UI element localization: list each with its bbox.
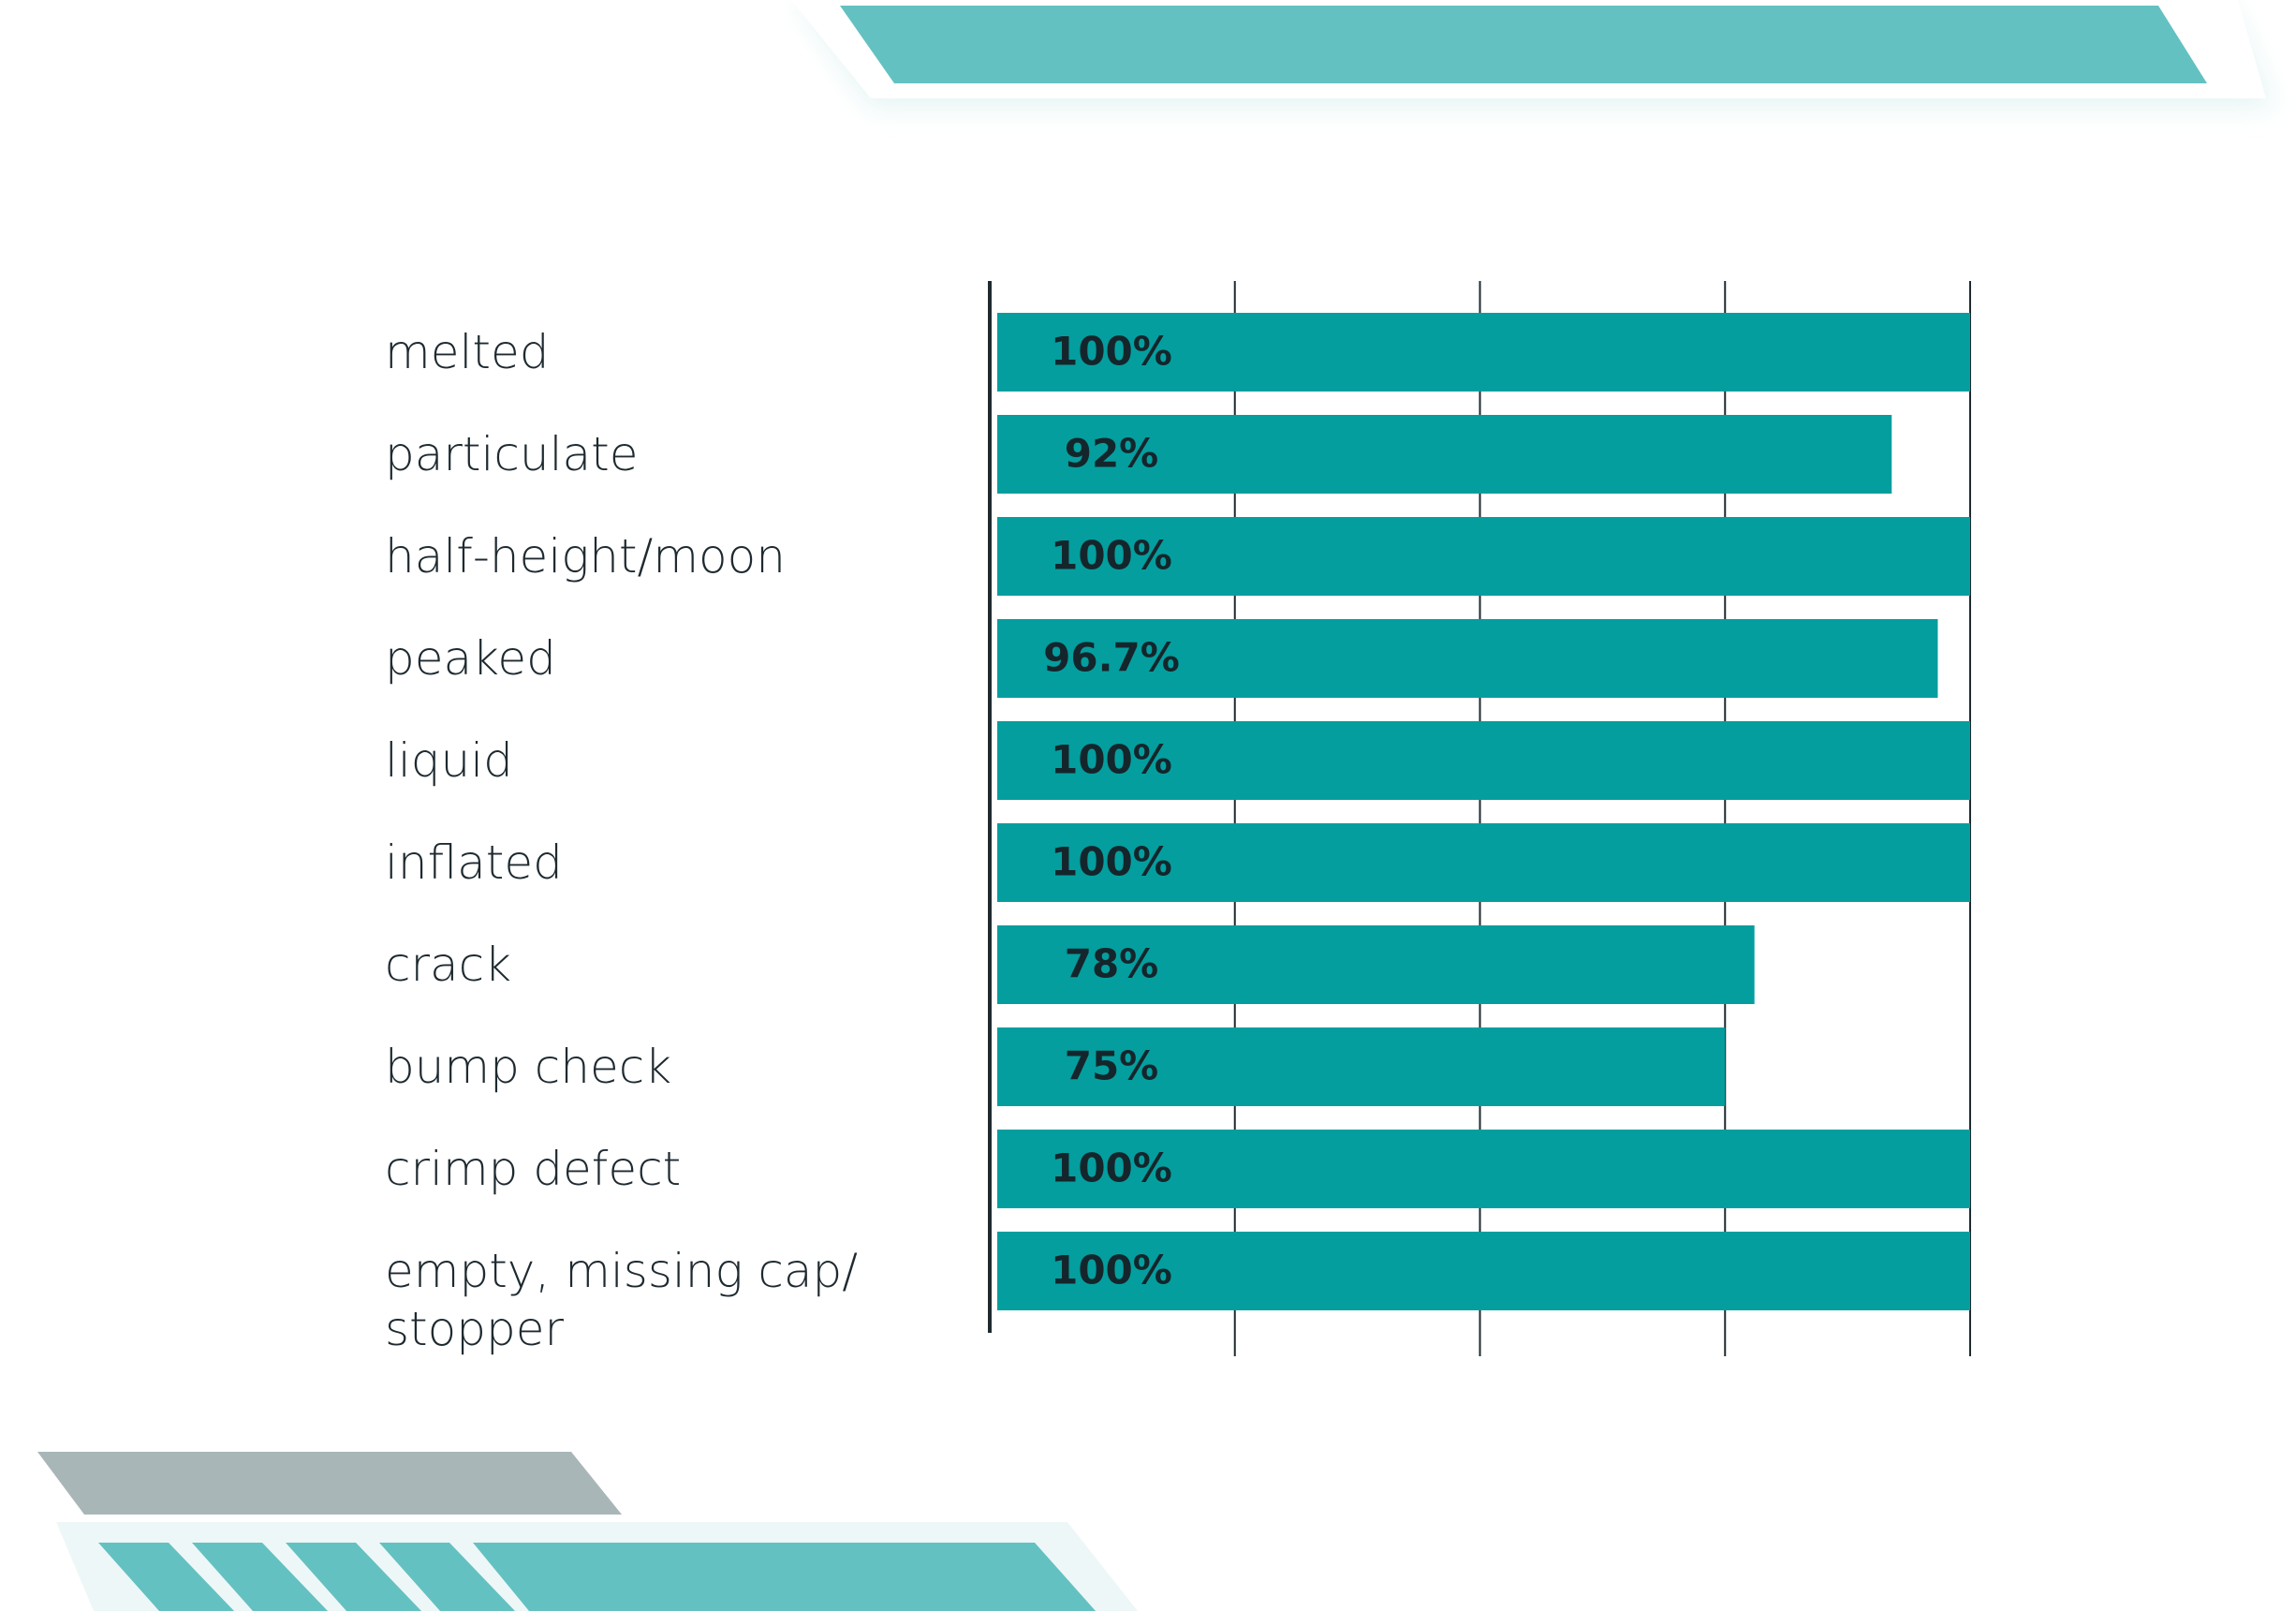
bar <box>997 313 1970 392</box>
decor-band <box>840 6 2207 83</box>
category-label: half-height/moon <box>385 529 786 584</box>
category-label: crimp defect <box>385 1142 682 1196</box>
value-label: 100% <box>1051 839 1172 885</box>
decor-stripe <box>473 1543 1096 1611</box>
category-label: crack <box>385 938 512 992</box>
value-label: 100% <box>1051 737 1172 783</box>
bar <box>997 1232 1970 1310</box>
value-label: 100% <box>1051 1248 1172 1293</box>
value-label: 78% <box>1065 941 1159 987</box>
category-label: bump check <box>385 1040 672 1094</box>
category-label: inflated <box>385 835 563 890</box>
value-label: 96.7% <box>1043 635 1180 681</box>
bar <box>997 1027 1726 1106</box>
decor-band <box>37 1452 622 1515</box>
category-label: empty, missing cap/ stopper <box>385 1244 859 1356</box>
decor-stripe <box>98 1543 234 1611</box>
decor-stripe <box>192 1543 328 1611</box>
bar <box>997 1130 1970 1208</box>
category-label: melted <box>385 325 550 379</box>
bar <box>997 415 1892 494</box>
value-label: 100% <box>1051 1145 1172 1191</box>
bar <box>997 619 1938 698</box>
value-label: 92% <box>1065 431 1159 477</box>
category-label: liquid <box>385 733 513 788</box>
decor-stripe <box>286 1543 421 1611</box>
bar <box>997 517 1970 596</box>
bar <box>997 925 1755 1004</box>
value-label: 75% <box>1065 1043 1159 1089</box>
bar <box>997 721 1970 800</box>
decor-stripe <box>379 1543 515 1611</box>
bar <box>997 823 1970 902</box>
value-label: 100% <box>1051 533 1172 579</box>
category-label: particulate <box>385 427 639 481</box>
value-label: 100% <box>1051 329 1172 375</box>
category-label: peaked <box>385 631 556 686</box>
